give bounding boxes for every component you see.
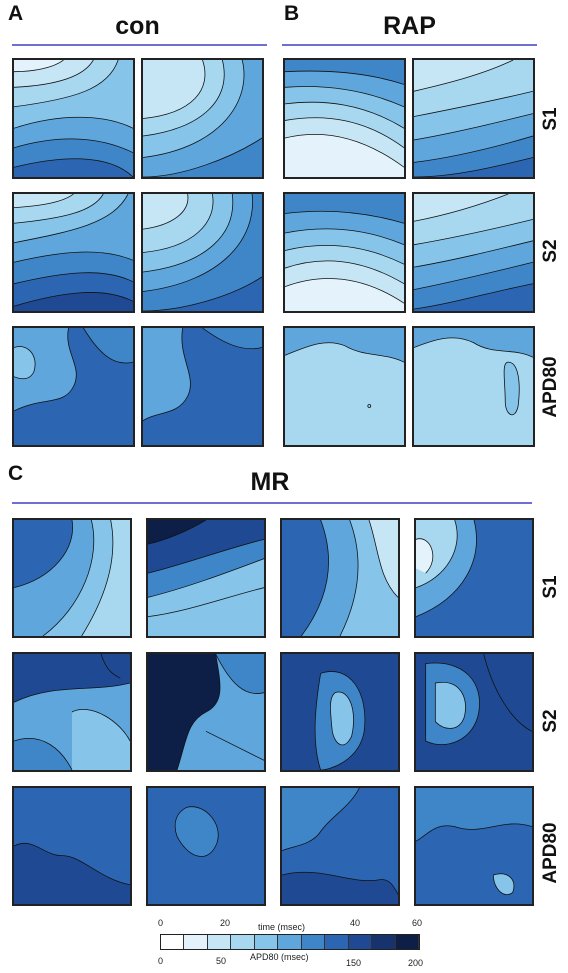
map-rap-apd-left [283, 326, 406, 447]
colorbar: 0 20 40 60 time (msec) 0 50 APD80 (msec)… [150, 918, 430, 970]
colorbar-segment [254, 935, 279, 949]
colorbar-time-tick-20: 20 [220, 918, 231, 928]
map-rap-s1-left [283, 58, 406, 179]
colorbar-time-tick-40: 40 [350, 918, 361, 928]
map-mr-s2-3 [280, 652, 400, 772]
colorbar-segment [348, 935, 373, 949]
colorbar-apd-tick-50: 50 [216, 956, 227, 966]
panel-letter-c: C [8, 462, 24, 485]
panel-b-rule [282, 44, 537, 46]
map-con-s2-left [12, 192, 135, 313]
map-rap-s2-left [283, 192, 406, 313]
map-con-apd-left [12, 326, 135, 447]
row-label-s2-bottom: S2 [540, 709, 561, 733]
colorbar-segment [278, 935, 302, 949]
colorbar-segment [372, 935, 396, 949]
panel-c-rule [12, 502, 532, 504]
row-label-apd-bottom: APD80 [540, 822, 561, 884]
panel-title-rap: RAP [383, 12, 436, 40]
colorbar-time-tick-60: 60 [412, 918, 423, 928]
colorbar-segment [325, 935, 349, 949]
colorbar-segment [395, 935, 419, 949]
map-rap-s2-right [412, 192, 535, 313]
row-label-apd-top: APD80 [540, 356, 561, 418]
map-mr-s2-1 [12, 652, 132, 772]
colorbar-time-tick-0: 0 [158, 918, 164, 928]
colorbar-apd-label: APD80 (msec) [250, 952, 309, 962]
map-mr-s2-4 [414, 652, 534, 772]
row-label-s1-bottom: S1 [540, 575, 561, 599]
colorbar-strip [160, 934, 420, 950]
map-mr-apd-4 [414, 786, 534, 906]
panel-title-con: con [115, 12, 160, 40]
map-con-apd-right [141, 326, 264, 447]
panel-title-mr: MR [250, 468, 290, 496]
colorbar-segment [184, 935, 208, 949]
colorbar-segment [161, 935, 185, 949]
map-mr-s2-2 [146, 652, 266, 772]
panel-letter-b: B [284, 2, 300, 25]
row-label-s1-top: S1 [540, 107, 561, 131]
row-label-s2-top: S2 [540, 239, 561, 263]
panel-a-rule [12, 44, 267, 46]
map-mr-s1-2 [146, 518, 266, 638]
map-con-s2-right [141, 192, 264, 313]
map-mr-s1-4 [414, 518, 534, 638]
colorbar-apd-tick-200: 200 [408, 958, 424, 968]
map-mr-apd-2 [146, 786, 266, 906]
colorbar-time-label: time (msec) [258, 922, 305, 932]
map-mr-s1-1 [12, 518, 132, 638]
map-con-s1-left [12, 58, 135, 179]
map-rap-s1-right [412, 58, 535, 179]
map-rap-apd-right [412, 326, 535, 447]
colorbar-apd-tick-0: 0 [158, 956, 164, 966]
colorbar-segment [207, 935, 232, 949]
map-con-s1-right [141, 58, 264, 179]
colorbar-segment [231, 935, 255, 949]
colorbar-apd-tick-150: 150 [346, 958, 362, 968]
panel-letter-a: A [8, 2, 24, 25]
map-mr-s1-3 [280, 518, 400, 638]
map-mr-apd-1 [12, 786, 132, 906]
map-mr-apd-3 [280, 786, 400, 906]
colorbar-segment [301, 935, 326, 949]
